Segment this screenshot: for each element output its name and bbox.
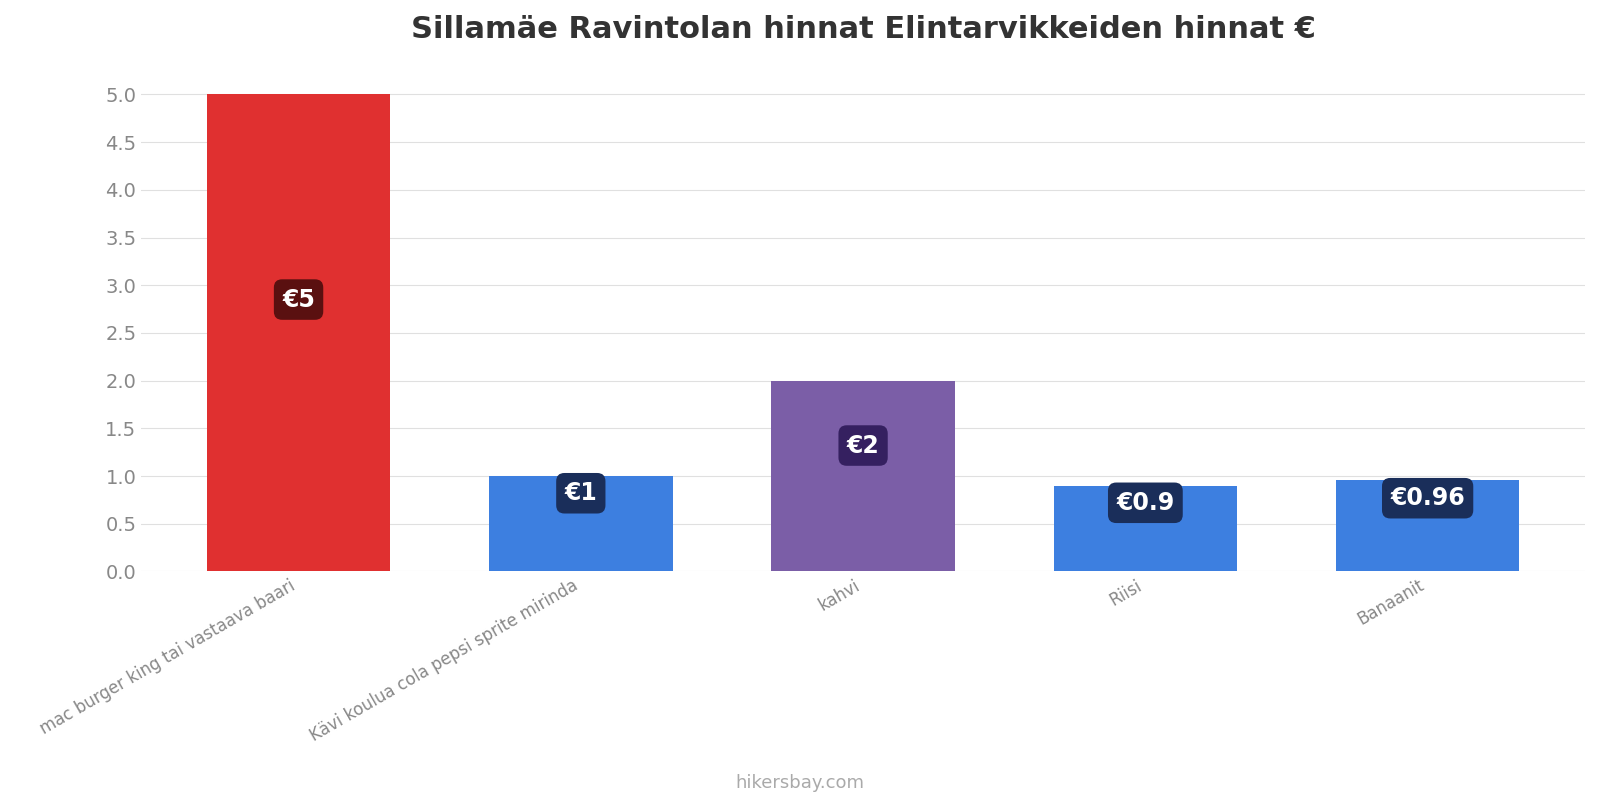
Bar bbox=[771, 381, 955, 571]
Title: Sillamäe Ravintolan hinnat Elintarvikkeiden hinnat €: Sillamäe Ravintolan hinnat Elintarvikkei… bbox=[411, 15, 1315, 44]
Text: €1: €1 bbox=[565, 482, 597, 506]
Bar bbox=[490, 476, 672, 571]
Bar bbox=[1336, 480, 1520, 571]
Text: €0.96: €0.96 bbox=[1390, 486, 1466, 510]
Text: hikersbay.com: hikersbay.com bbox=[736, 774, 864, 792]
Bar bbox=[206, 94, 390, 571]
Text: €2: €2 bbox=[846, 434, 880, 458]
Bar bbox=[1054, 486, 1237, 571]
Text: €0.9: €0.9 bbox=[1117, 490, 1174, 514]
Text: €5: €5 bbox=[282, 287, 315, 311]
